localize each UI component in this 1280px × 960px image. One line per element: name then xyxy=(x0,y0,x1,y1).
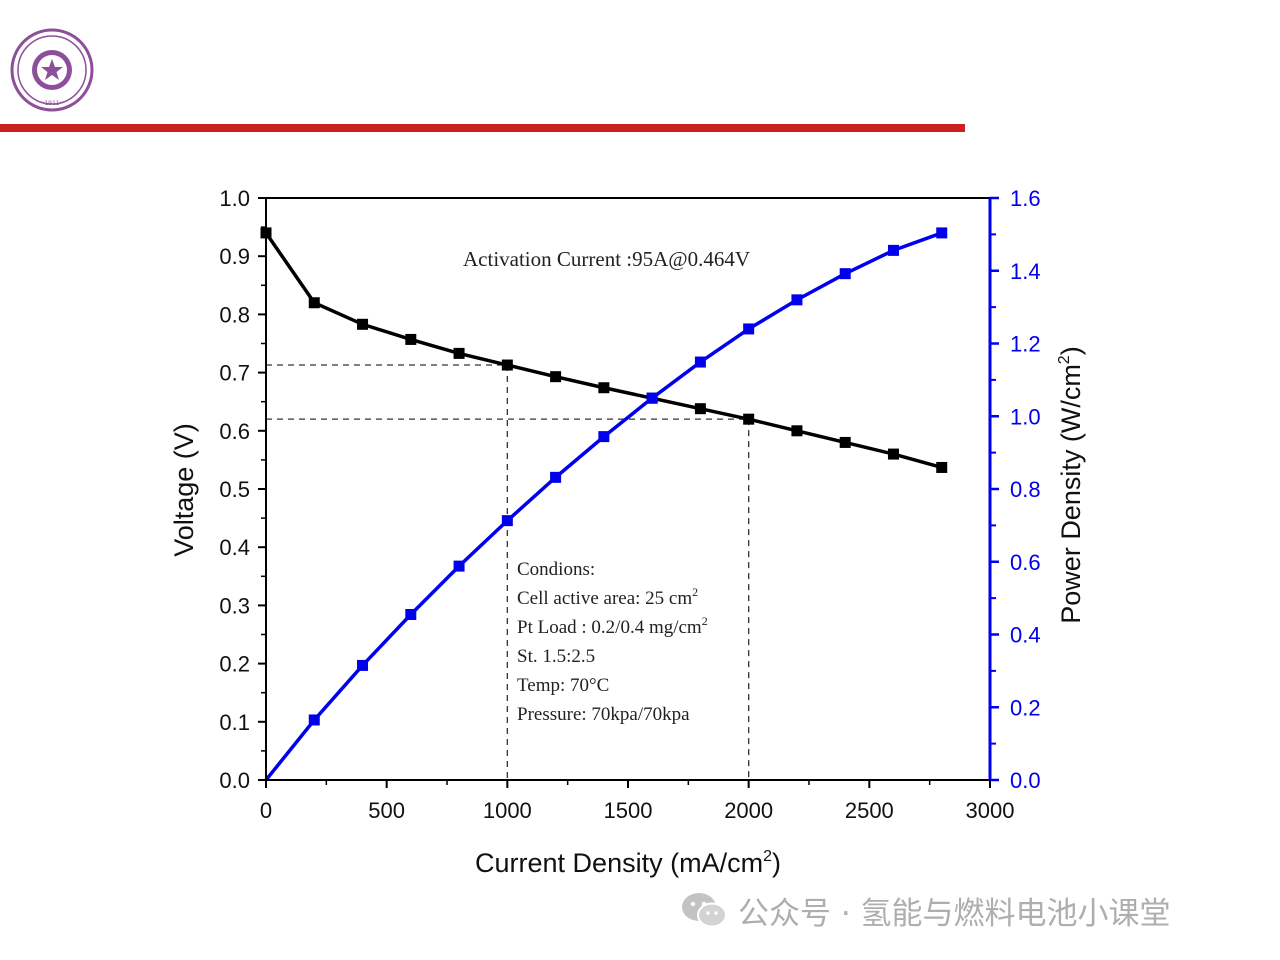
y-right-tick-label: 1.2 xyxy=(1010,332,1041,357)
wechat-icon xyxy=(682,893,727,928)
header-divider xyxy=(0,124,965,132)
watermark: 公众号 · 氢能与燃料电池小课堂 xyxy=(680,888,1171,932)
power-density-line xyxy=(264,231,943,782)
power-density-point xyxy=(550,471,562,483)
y-left-tick-label: 0.5 xyxy=(219,477,250,502)
y-left-tick-label: 0.2 xyxy=(219,652,250,677)
university-seal-icon: •1911• xyxy=(10,28,94,112)
x-axis-title: Current Density (mA/cm2) xyxy=(475,848,781,878)
x-tick-label: 1000 xyxy=(483,798,532,823)
voltage-point xyxy=(839,436,851,448)
y-left-tick-label: 0.6 xyxy=(219,419,250,444)
y-left-tick-label: 0.3 xyxy=(219,593,250,618)
activation-current-annotation: Activation Current :95A@0.464V xyxy=(463,247,750,271)
watermark-text: 公众号 · 氢能与燃料电池小课堂 xyxy=(738,895,1171,932)
y-right-tick-label: 0.8 xyxy=(1010,477,1041,502)
y-left-tick-label: 0.0 xyxy=(219,768,250,793)
conditions-line: Pt Load : 0.2/0.4 mg/cm2 xyxy=(517,614,708,638)
conditions-line: Condions: xyxy=(517,559,595,580)
x-tick-label: 500 xyxy=(368,798,405,823)
power-density-point xyxy=(357,659,369,671)
x-tick-label: 3000 xyxy=(966,798,1015,823)
conditions-line: Cell active area: 25 cm2 xyxy=(517,585,698,609)
power-density-point xyxy=(405,608,417,620)
voltage-point xyxy=(887,448,899,460)
voltage-point xyxy=(598,382,610,394)
y-left-tick-label: 0.1 xyxy=(219,710,250,735)
voltage-point xyxy=(694,403,706,415)
y-left-tick-label: 0.8 xyxy=(219,302,250,327)
y-left-tick-label: 0.7 xyxy=(219,361,250,386)
voltage-point xyxy=(453,347,465,359)
y-right-tick-label: 0.4 xyxy=(1010,623,1041,648)
voltage-point xyxy=(405,333,417,345)
voltage-point xyxy=(550,371,562,383)
power-density-point xyxy=(887,244,899,256)
y-left-tick-label: 0.9 xyxy=(219,244,250,269)
x-tick-label: 1500 xyxy=(604,798,653,823)
voltage-point xyxy=(936,461,948,473)
power-density-point xyxy=(308,714,320,726)
y-right-tick-label: 1.6 xyxy=(1010,186,1041,211)
power-density-point xyxy=(936,227,948,239)
power-density-point xyxy=(694,356,706,368)
y-left-tick-label: 0.4 xyxy=(219,535,250,560)
power-density-point xyxy=(646,392,658,404)
power-density-point xyxy=(839,268,851,280)
y-right-tick-label: 1.4 xyxy=(1010,259,1041,284)
power-density-point xyxy=(743,323,755,335)
reference-lines xyxy=(266,364,750,780)
conditions-annotation: Condions: Cell active area: 25 cm2 Pt Load… xyxy=(517,559,708,725)
y-right-tick-label: 0.0 xyxy=(1010,768,1041,793)
x-tick-label: 0 xyxy=(260,798,272,823)
voltage-point xyxy=(791,425,803,437)
power-density-point xyxy=(453,560,465,572)
x-tick-label: 2500 xyxy=(845,798,894,823)
power-density-point xyxy=(598,431,610,443)
voltage-point xyxy=(308,297,320,309)
conditions-line: St. 1.5:2.5 xyxy=(517,646,595,667)
voltage-point xyxy=(357,318,369,330)
y-right-tick-label: 0.6 xyxy=(1010,550,1041,575)
conditions-line: Temp: 70°C xyxy=(517,675,609,696)
y-right-tick-label: 1.0 xyxy=(1010,404,1041,429)
y-left-tick-label: 1.0 xyxy=(219,186,250,211)
y-right-tick-label: 0.2 xyxy=(1010,695,1041,720)
conditions-line: Pressure: 70kpa/70kpa xyxy=(517,704,690,725)
power-density-point xyxy=(791,294,803,306)
x-tick-label: 2000 xyxy=(724,798,773,823)
voltage-point xyxy=(743,413,755,425)
voltage-point xyxy=(501,359,513,371)
y-right-axis-title: Power Density (W/cm2) xyxy=(1056,346,1086,623)
y-left-axis-title: Voltage (V) xyxy=(169,423,199,557)
svg-text:•1911•: •1911• xyxy=(41,100,63,107)
power-density-point xyxy=(501,515,513,527)
